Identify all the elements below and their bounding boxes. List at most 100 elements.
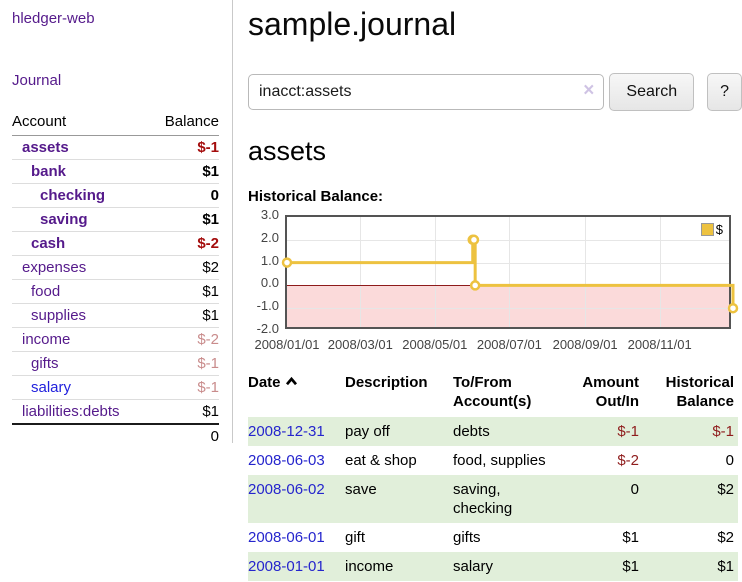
- transaction-date-link[interactable]: 2008-06-03: [248, 452, 325, 469]
- transaction-accounts: food, supplies: [453, 452, 546, 469]
- transactions-header-row: Date Description To/From Account(s) Amou…: [248, 371, 738, 417]
- transaction-balance: $2: [717, 481, 734, 498]
- transaction-description: gift: [345, 529, 366, 546]
- account-heading: assets: [248, 136, 327, 166]
- transaction-balance: $2: [717, 529, 734, 546]
- horizontal-gridline: [287, 239, 729, 241]
- account-column-header: Account: [12, 110, 150, 136]
- amount-column-header: Amount Out/In: [582, 374, 639, 410]
- main-content: sample.journal × Search ? assets Histori…: [248, 0, 742, 581]
- help-button[interactable]: ?: [707, 73, 742, 111]
- account-row: gifts $-1: [12, 351, 219, 376]
- page-title: sample.journal: [248, 6, 457, 42]
- x-axis-tick-label: 2008/11/01: [627, 337, 692, 352]
- data-point-marker: [468, 234, 480, 246]
- app-title-link[interactable]: hledger-web: [12, 10, 95, 27]
- sidebar-account-link[interactable]: assets: [22, 139, 69, 156]
- chart-title: Historical Balance:: [248, 188, 384, 205]
- transaction-amount: $1: [622, 529, 639, 546]
- sidebar-account-balance: $1: [149, 303, 219, 328]
- y-axis-tick-label: 1.0: [260, 252, 279, 268]
- vertical-gridline: [659, 217, 661, 327]
- transaction-row[interactable]: 2008-06-02 save saving, checking 0 $2: [248, 475, 738, 523]
- sidebar-account-balance: $1: [149, 207, 219, 232]
- clear-search-icon[interactable]: ×: [583, 80, 595, 101]
- transaction-row[interactable]: 2008-01-01 income salary $1 $1: [248, 552, 738, 581]
- transaction-row[interactable]: 2008-06-01 gift gifts $1 $2: [248, 523, 738, 552]
- sidebar-account-link[interactable]: income: [22, 331, 71, 348]
- date-column-header[interactable]: Date: [248, 371, 345, 417]
- transaction-date-link[interactable]: 2008-01-01: [248, 558, 325, 575]
- search-button[interactable]: Search: [609, 73, 695, 111]
- sidebar-account-balance: $-1: [197, 139, 219, 156]
- legend-label: $: [715, 222, 723, 237]
- account-row: supplies $1: [12, 303, 219, 328]
- historical-balance-chart: $ 3.0 2.0 1.0 0.0 -1.0 -2.0 2008/01/01 2008/03/…: [248, 207, 742, 355]
- x-axis-tick-label: 2008/03/01: [327, 337, 393, 352]
- transaction-accounts: salary: [453, 558, 494, 575]
- transaction-balance: 0: [725, 452, 734, 469]
- account-row: liabilities:debts $1: [12, 399, 219, 424]
- transaction-date-link[interactable]: 2008-06-01: [248, 529, 325, 546]
- nav-journal-link[interactable]: Journal: [12, 72, 62, 89]
- transaction-row[interactable]: 2008-12-31 pay off debts $-1 $-1: [248, 417, 738, 446]
- search-box: ×: [248, 74, 605, 110]
- x-axis-tick-label: 2008/05/01: [402, 337, 468, 352]
- transaction-row[interactable]: 2008-06-03 eat & shop food, supplies $-2 0: [248, 446, 738, 475]
- account-row: assets $-1: [12, 136, 219, 160]
- x-axis-tick-label: 2008/09/01: [552, 337, 618, 352]
- y-axis-tick-label: -2.0: [256, 321, 279, 336]
- account-row: income $-2: [12, 327, 219, 352]
- sidebar-account-link[interactable]: supplies: [31, 307, 87, 324]
- account-row: expenses $2: [12, 255, 219, 280]
- data-point-marker: [469, 280, 481, 291]
- transaction-description: save: [345, 481, 377, 498]
- chart-plot-area: $: [281, 215, 739, 329]
- x-axis-tick-label: 2008/07/01: [476, 337, 542, 352]
- sidebar-account-link[interactable]: salary: [31, 379, 72, 396]
- account-row: checking 0: [12, 183, 219, 208]
- y-axis-tick-label: 0.0: [260, 275, 279, 291]
- description-column-header: Description: [345, 374, 428, 391]
- transactions-table: Date Description To/From Account(s) Amou…: [248, 371, 738, 581]
- horizontal-gridline: [287, 308, 729, 310]
- sidebar-account-link[interactable]: gifts: [31, 355, 59, 372]
- y-axis-tick-label: 2.0: [260, 229, 279, 245]
- sidebar-account-balance: $-2: [149, 327, 219, 352]
- sort-ascending-icon: [285, 376, 297, 386]
- transaction-date-link[interactable]: 2008-12-31: [248, 423, 325, 440]
- account-row: food $1: [12, 279, 219, 304]
- sidebar-account-link[interactable]: liabilities:debts: [22, 403, 120, 420]
- sidebar-account-balance: $1: [149, 159, 219, 184]
- transaction-amount: $-2: [617, 452, 639, 469]
- balance-column-header: Historical Balance: [665, 374, 734, 410]
- sidebar: hledger-web Journal Account Balance asse…: [0, 0, 233, 448]
- y-axis-tick-label: 3.0: [260, 207, 279, 222]
- sidebar-account-link[interactable]: expenses: [22, 259, 87, 276]
- search-bar: × Search ?: [248, 73, 742, 111]
- transaction-amount: $1: [622, 558, 639, 575]
- account-row: salary $-1: [12, 375, 219, 400]
- sidebar-account-balance: $-2: [149, 231, 219, 256]
- vertical-gridline: [585, 217, 587, 327]
- sidebar-account-link[interactable]: saving: [40, 211, 88, 228]
- transaction-date-link[interactable]: 2008-06-02: [248, 481, 325, 498]
- sidebar-account-balance: $2: [149, 255, 219, 280]
- sidebar-account-link[interactable]: bank: [31, 163, 67, 180]
- transaction-balance: $1: [717, 558, 734, 575]
- transaction-accounts: saving, checking: [453, 481, 513, 517]
- search-input[interactable]: [248, 74, 605, 110]
- transaction-balance: $-1: [712, 423, 734, 440]
- chart-legend: $: [698, 221, 725, 238]
- vertical-gridline: [434, 217, 436, 327]
- sidebar-account-balance: 0: [149, 183, 219, 208]
- sidebar-account-balance: $1: [149, 399, 219, 424]
- sidebar-account-link[interactable]: food: [31, 283, 61, 300]
- legend-swatch-icon: [700, 223, 714, 236]
- vertical-gridline: [509, 217, 511, 327]
- transaction-accounts: gifts: [453, 529, 481, 546]
- account-row: cash $-2: [12, 231, 219, 256]
- transaction-accounts: debts: [453, 423, 490, 440]
- sidebar-account-link[interactable]: checking: [40, 187, 106, 204]
- sidebar-account-link[interactable]: cash: [31, 235, 66, 252]
